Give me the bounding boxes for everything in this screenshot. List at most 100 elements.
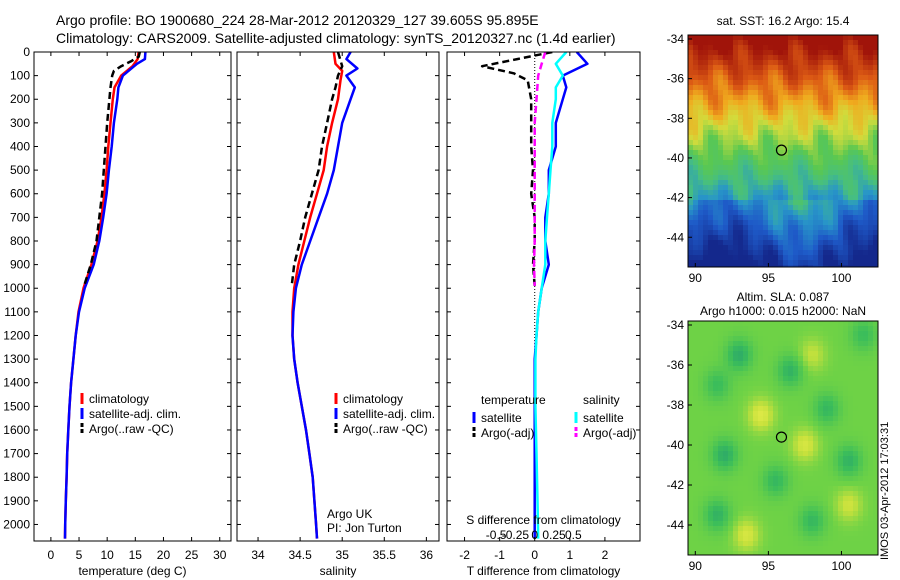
heatmap-cell [813,165,819,171]
heatmap-cell [838,401,844,407]
heatmap-cell [803,265,809,267]
heatmap-cell [763,80,769,86]
heatmap-cell [798,346,804,352]
heatmap-cell [773,195,779,201]
heatmap-cell [793,35,799,41]
heatmap-cell [788,125,794,131]
heatmap-cell [698,240,704,246]
heatmap-cell [728,391,734,397]
heatmap-cell [863,421,869,427]
heatmap-cell [753,90,759,96]
heatmap-cell [783,361,789,367]
heatmap-cell [723,185,729,191]
heatmap-cell [688,326,694,332]
heatmap-cell [703,250,709,256]
heatmap-cell [843,185,849,191]
heatmap-cell [848,531,854,537]
heatmap-cell [748,210,754,216]
heatmap-cell [863,35,869,41]
heatmap-cell [843,476,849,482]
heatmap-cell [723,531,729,537]
heatmap-cell [863,175,869,181]
heatmap-cell [868,120,874,126]
heatmap-cell [868,150,874,156]
heatmap-cell [863,531,869,537]
heatmap-cell [718,60,724,66]
heatmap-cell [748,441,754,447]
heatmap-cell [758,391,764,397]
heatmap-cell [753,381,759,387]
heatmap-cell [693,526,699,532]
heatmap-cell [873,165,878,171]
heatmap-cell [698,130,704,136]
heatmap-cell [758,501,764,507]
heatmap-cell [778,531,784,537]
heatmap-cell [818,386,824,392]
heatmap-cell [728,446,734,452]
heatmap-cell [738,90,744,96]
heatmap-cell [693,130,699,136]
heatmap-cell [778,210,784,216]
heatmap-cell [823,255,829,261]
heatmap-cell [783,55,789,61]
heatmap-cell [698,90,704,96]
heatmap-cell [843,40,849,46]
heatmap-cell [743,145,749,151]
heatmap-cell [798,396,804,402]
heatmap-cell [803,130,809,136]
heatmap-cell [808,461,814,467]
heatmap-cell [763,65,769,71]
heatmap-cell [728,346,734,352]
heatmap-cell [778,230,784,236]
heatmap-cell [833,180,839,186]
heatmap-cell [718,401,724,407]
heatmap-cell [863,50,869,56]
heatmap-cell [808,431,814,437]
heatmap-cell [723,446,729,452]
heatmap-cell [763,250,769,256]
heatmap-cell [788,536,794,542]
heatmap-cell [783,331,789,337]
heatmap-cell [808,341,814,347]
heatmap-cell [698,381,704,387]
heatmap-cell [833,406,839,412]
heatmap-cell [853,391,859,397]
heatmap-cell [758,426,764,432]
heatmap-cell [763,546,769,552]
heatmap-cell [823,481,829,487]
heatmap-cell [858,466,864,472]
heatmap-cell [863,411,869,417]
y-tick-label: 1900 [3,494,30,508]
heatmap-cell [763,205,769,211]
heatmap-cell [868,416,874,422]
heatmap-cell [848,85,854,91]
heatmap-cell [783,185,789,191]
heatmap-cell [723,190,729,196]
heatmap-cell [708,85,714,91]
heatmap-cell [723,240,729,246]
heatmap-cell [818,536,824,542]
heatmap-cell [868,531,874,537]
heatmap-cell [753,441,759,447]
heatmap-cell [873,426,878,432]
heatmap-cell [808,391,814,397]
heatmap-cell [753,336,759,342]
heatmap-cell [803,321,809,327]
heatmap-cell [708,200,714,206]
heatmap-cell [848,476,854,482]
heatmap-cell [848,70,854,76]
heatmap-cell [793,421,799,427]
heatmap-cell [828,70,834,76]
heatmap-cell [848,451,854,457]
heatmap-cell [748,436,754,442]
heatmap-cell [758,451,764,457]
heatmap-cell [793,40,799,46]
heatmap-cell [693,506,699,512]
heatmap-cell [828,95,834,101]
heatmap-cell [843,260,849,266]
heatmap-cell [703,416,709,422]
heatmap-cell [863,195,869,201]
heatmap-cell [788,70,794,76]
heatmap-cell [688,215,694,221]
heatmap-cell [838,441,844,447]
